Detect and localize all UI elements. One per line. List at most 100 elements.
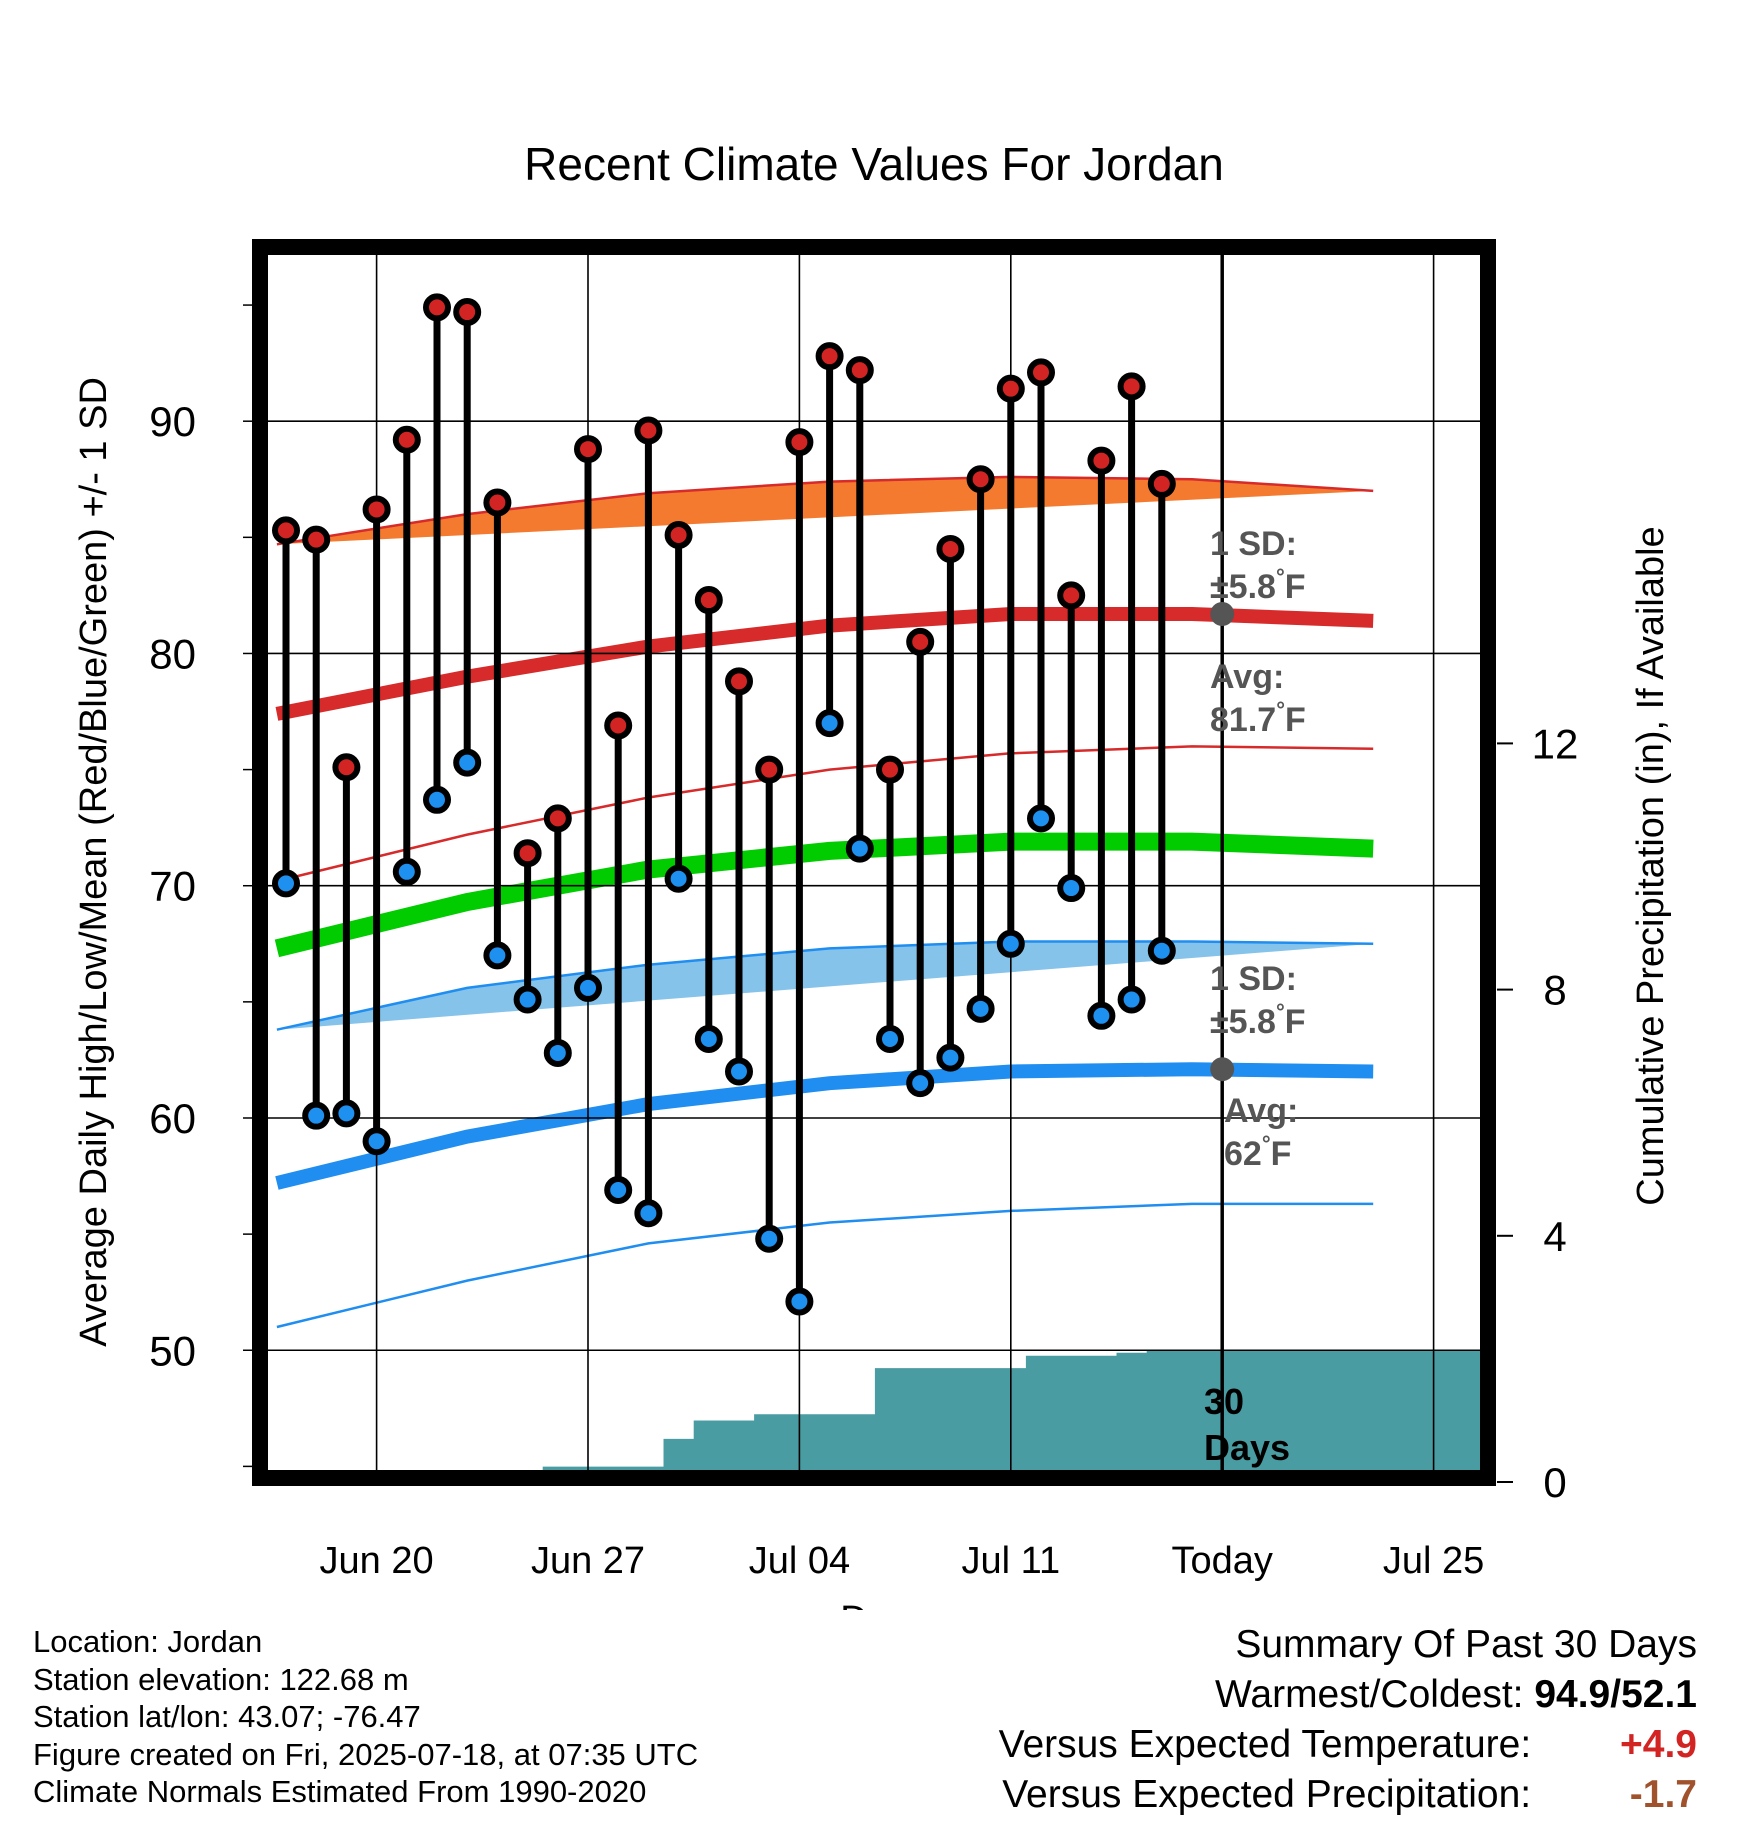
high-sd-annotation-value: ±5.8°F bbox=[1210, 564, 1306, 606]
normal-mean-line bbox=[274, 832, 1374, 958]
daily-high-point bbox=[1027, 358, 1055, 387]
daily-high-point bbox=[815, 342, 844, 371]
daily-high-point bbox=[574, 435, 602, 464]
elevation-text: Station elevation: 122.68 m bbox=[33, 1661, 409, 1697]
daily-low-point bbox=[634, 1199, 663, 1228]
y-tick-label: 80 bbox=[149, 630, 196, 677]
daily-high-point bbox=[332, 753, 361, 782]
low-sd-band-lower-edge bbox=[276, 1202, 1374, 1329]
summary-temp-row: Versus Expected Temperature: +4.9 bbox=[999, 1720, 1697, 1770]
high-avg-annotation-label: Avg: bbox=[1210, 658, 1284, 696]
y-tick-label: 70 bbox=[149, 863, 196, 910]
daily-low-point bbox=[1147, 936, 1176, 965]
daily-low-point bbox=[785, 1287, 814, 1316]
x-tick-label: Jul 11 bbox=[962, 1540, 1061, 1582]
y2-tick-label: 8 bbox=[1543, 967, 1566, 1014]
created-text: Figure created on Fri, 2025-07-18, at 07… bbox=[33, 1736, 699, 1772]
x-tick-label: Jul 25 bbox=[1383, 1540, 1484, 1582]
precip-area bbox=[260, 1349, 1488, 1478]
daily-high-point bbox=[876, 755, 904, 784]
x-tick-label: Jun 27 bbox=[531, 1540, 645, 1582]
daily-high-point bbox=[694, 586, 723, 615]
daily-low-point bbox=[755, 1224, 784, 1253]
summary-title: Summary Of Past 30 Days bbox=[1235, 1623, 1697, 1666]
daily-high-point bbox=[725, 667, 753, 696]
daily-low-point bbox=[725, 1057, 753, 1086]
daily-low-point bbox=[574, 973, 602, 1002]
summary-precip-row: Versus Expected Precipitation: -1.7 bbox=[999, 1770, 1697, 1820]
daily-low-point bbox=[302, 1101, 331, 1130]
daily-low-point bbox=[453, 748, 482, 777]
daily-high-point bbox=[1087, 446, 1116, 475]
daily-low-point bbox=[513, 985, 542, 1014]
low-sd-annotation-label: 1 SD: bbox=[1210, 960, 1297, 998]
precip-departure-value: -1.7 bbox=[1629, 1773, 1697, 1816]
low-sd-band bbox=[276, 941, 1374, 1030]
plot-frame bbox=[252, 239, 1496, 1486]
x-axis-label: Day bbox=[840, 1599, 908, 1610]
daily-high-point bbox=[604, 711, 633, 740]
daily-high-point bbox=[785, 428, 814, 457]
daily-high-point bbox=[1117, 372, 1146, 401]
daily-low-point bbox=[1027, 804, 1055, 833]
chart-title: Recent Climate Values For Jordan bbox=[524, 138, 1224, 190]
daily-low-point bbox=[815, 709, 844, 738]
y2-tick-label: 4 bbox=[1543, 1213, 1566, 1260]
y2-axis-label: Cumulative Precipitation (in), If Availa… bbox=[1630, 526, 1672, 1205]
daily-low-point bbox=[1117, 985, 1146, 1014]
y2-tick-label: 12 bbox=[1532, 720, 1579, 767]
daily-high-point bbox=[634, 416, 663, 445]
summary-panel: Summary Of Past 30 Days Warmest/Coldest:… bbox=[999, 1620, 1697, 1820]
x-tick-label: Jul 04 bbox=[749, 1540, 850, 1582]
daily-high-point bbox=[996, 374, 1025, 403]
daily-low-point bbox=[332, 1099, 361, 1128]
normal-low-line bbox=[275, 1062, 1374, 1190]
high-sd-band-lower-edge bbox=[276, 745, 1374, 883]
daily-high-point bbox=[513, 839, 542, 868]
daily-low-point bbox=[996, 929, 1025, 958]
daily-low-point bbox=[1087, 1001, 1116, 1030]
today-low-avg-marker bbox=[1210, 1057, 1235, 1082]
daily-high-point bbox=[1057, 581, 1086, 610]
daily-high-point bbox=[755, 755, 784, 784]
daily-high-point bbox=[906, 627, 935, 656]
x-tick-label: Today bbox=[1171, 1540, 1272, 1582]
warmest-label: Warmest/Coldest: bbox=[1215, 1673, 1524, 1716]
high-sd-annotation-label: 1 SD: bbox=[1210, 525, 1297, 563]
high-sd-band bbox=[276, 476, 1374, 545]
normals-text: Climate Normals Estimated From 1990-2020 bbox=[33, 1774, 647, 1810]
plot-area bbox=[260, 247, 1488, 1478]
low-avg-annotation-label: Avg: bbox=[1224, 1092, 1298, 1130]
high-avg-annotation-value: 81.7°F bbox=[1210, 697, 1306, 739]
y2-tick-label: 0 bbox=[1543, 1459, 1566, 1506]
latlon-text: Station lat/lon: 43.07; -76.47 bbox=[33, 1699, 421, 1735]
daily-low-point bbox=[694, 1025, 723, 1054]
low-sd-annotation-value: ±5.8°F bbox=[1210, 999, 1306, 1041]
daily-low-point bbox=[483, 941, 512, 970]
daily-low-point bbox=[966, 994, 995, 1023]
daily-low-point bbox=[876, 1025, 904, 1054]
daily-high-point bbox=[483, 488, 512, 517]
y-tick-label: 60 bbox=[149, 1095, 196, 1142]
temp-departure-value: +4.9 bbox=[1620, 1723, 1697, 1766]
daily-high-point bbox=[423, 293, 451, 322]
y-axis-label: Average Daily High/Low/Mean (Red/Blue/Gr… bbox=[73, 377, 115, 1347]
days-annotation-number: 30 bbox=[1204, 1381, 1244, 1422]
daily-low-point bbox=[664, 864, 693, 893]
daily-high-point bbox=[362, 495, 391, 524]
daily-high-point bbox=[392, 425, 421, 454]
daily-high-point bbox=[664, 521, 693, 550]
daily-low-point bbox=[845, 834, 874, 863]
warmest-value: 94.9/52.1 bbox=[1534, 1673, 1697, 1716]
low-avg-annotation-value: 62°F bbox=[1224, 1131, 1291, 1173]
daily-low-point bbox=[906, 1069, 935, 1098]
days-annotation-label: Days bbox=[1204, 1427, 1290, 1468]
daily-low-point bbox=[423, 785, 451, 814]
y-tick-label: 90 bbox=[149, 398, 196, 445]
daily-high-point bbox=[936, 534, 965, 563]
low-sd-band-upper-edge bbox=[276, 940, 1374, 1031]
daily-low-point bbox=[272, 869, 300, 898]
temp-departure-label: Versus Expected Temperature: bbox=[998, 1723, 1532, 1766]
summary-warmest-row: Warmest/Coldest: 94.9/52.1 bbox=[999, 1670, 1697, 1720]
